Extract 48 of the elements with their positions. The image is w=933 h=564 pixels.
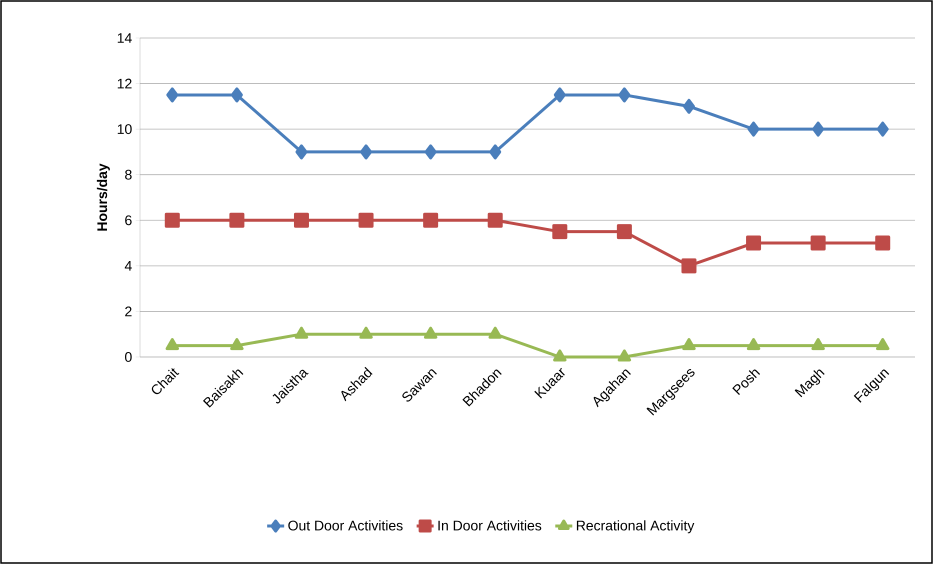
point: [423, 212, 438, 228]
point: [618, 349, 632, 362]
point: [488, 212, 503, 228]
point: [682, 338, 696, 350]
y-tick-label: 6: [125, 215, 132, 226]
point: [618, 87, 630, 102]
point: [295, 144, 308, 160]
legend-label: In Door Activities: [438, 520, 542, 530]
y-axis-title: Hours/day: [96, 163, 110, 231]
point: [876, 338, 890, 350]
point: [489, 144, 502, 160]
point: [230, 338, 244, 350]
y-tick-label: 8: [125, 170, 132, 180]
y-tick-label: 0: [125, 352, 132, 362]
y-tick-label: 12: [118, 78, 132, 88]
point: [294, 212, 309, 228]
point: [488, 326, 502, 339]
point: [810, 236, 826, 251]
point: [876, 122, 889, 137]
legend-label: Recrational Activity: [576, 520, 694, 534]
point: [360, 144, 372, 160]
point: [554, 87, 566, 102]
point: [230, 87, 243, 102]
point: [166, 338, 179, 350]
point: [166, 87, 178, 102]
point: [746, 338, 760, 350]
point: [746, 236, 762, 251]
point: [681, 258, 696, 274]
point: [616, 224, 632, 240]
y-tick-label: 2: [125, 306, 132, 316]
point: [294, 326, 308, 339]
point: [424, 326, 438, 339]
point: [553, 349, 566, 362]
point: [359, 326, 373, 339]
point: [424, 144, 437, 160]
y-tick-label: 4: [124, 261, 132, 271]
point: [875, 236, 890, 251]
point: [552, 224, 568, 240]
point: [682, 98, 695, 114]
point: [358, 212, 374, 228]
point: [164, 212, 180, 228]
y-tick-label: 14: [118, 33, 132, 43]
point: [812, 122, 824, 137]
point: [811, 338, 825, 350]
point: [229, 212, 244, 228]
point: [748, 122, 760, 137]
legend-label: Out Door Activities: [288, 520, 403, 530]
y-tick-label: 10: [118, 124, 132, 134]
